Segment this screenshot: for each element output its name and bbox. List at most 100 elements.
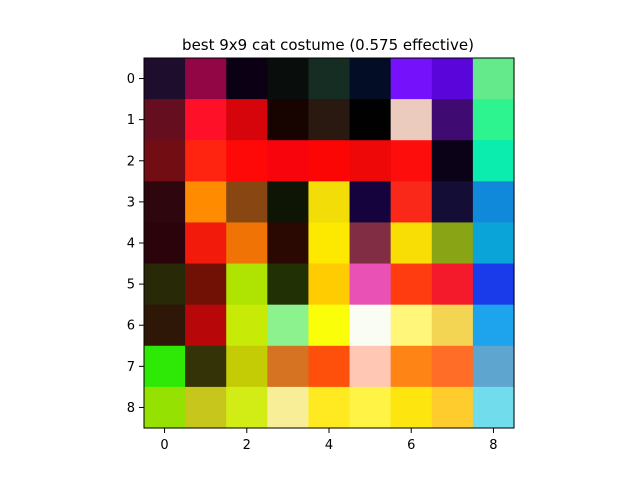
heatmap-cell-8-8: [472, 386, 515, 429]
y-tick-label-7: 7: [127, 360, 135, 375]
heatmap-cell-3-5: [349, 181, 392, 224]
heatmap-cell-6-1: [185, 304, 227, 347]
heatmap-cell-6-0: [144, 304, 186, 347]
heatmap-cell-4-2: [226, 222, 268, 265]
y-tick-label-5: 5: [127, 278, 135, 293]
heatmap-cell-5-8: [472, 263, 515, 306]
heatmap-cell-8-1: [185, 386, 227, 429]
heatmap-cell-3-7: [431, 181, 474, 224]
heatmap-cell-3-2: [226, 181, 268, 224]
heatmap-cell-0-2: [226, 58, 268, 100]
chart-title: best 9x9 cat costume (0.575 effective): [182, 36, 474, 54]
x-tick-label-8: 8: [489, 438, 497, 453]
heatmap-cell-4-3: [267, 222, 310, 265]
heatmap-cell-0-1: [185, 58, 227, 100]
x-axis: 0 2 4 6 8: [160, 428, 498, 453]
heatmap-cell-2-6: [390, 140, 433, 182]
heatmap-cell-1-4: [308, 99, 351, 141]
heatmap-cell-7-7: [431, 345, 474, 388]
heatmap-cell-0-7: [431, 58, 474, 100]
heatmap-cell-5-3: [267, 263, 310, 306]
heatmap-cell-1-5: [349, 99, 392, 141]
y-axis: 0 1 2 3 4 5 6 7 8: [127, 72, 144, 416]
heatmap-cell-5-1: [185, 263, 227, 306]
heatmap-cell-2-4: [308, 140, 351, 182]
heatmap-cell-1-6: [390, 99, 433, 141]
heatmap-cell-0-4: [308, 58, 351, 100]
heatmap-cell-7-2: [226, 345, 268, 388]
heatmap-cell-4-7: [431, 222, 474, 265]
heatmap-cell-7-1: [185, 345, 227, 388]
heatmap-cell-8-3: [267, 386, 310, 429]
heatmap-cell-3-0: [144, 181, 186, 224]
heatmap-cell-4-5: [349, 222, 392, 265]
heatmap-cell-2-3: [267, 140, 310, 182]
x-tick-label-2: 2: [243, 438, 251, 453]
heatmap-cell-7-6: [390, 345, 433, 388]
heatmap-cell-4-4: [308, 222, 351, 265]
heatmap-cell-1-7: [431, 99, 474, 141]
heatmap-cell-2-1: [185, 140, 227, 182]
heatmap-cell-6-6: [390, 304, 433, 347]
heatmap-cell-7-4: [308, 345, 351, 388]
heatmap-cell-4-8: [472, 222, 515, 265]
y-tick-label-3: 3: [127, 195, 135, 210]
heatmap-cell-3-6: [390, 181, 433, 224]
y-tick-label-2: 2: [127, 154, 135, 169]
heatmap-cell-8-0: [144, 386, 186, 429]
heatmap-cell-2-0: [144, 140, 186, 182]
y-tick-label-6: 6: [127, 319, 135, 334]
heatmap-cell-4-1: [185, 222, 227, 265]
x-tick-label-6: 6: [407, 438, 415, 453]
x-tick-label-4: 4: [325, 438, 333, 453]
heatmap-cell-6-4: [308, 304, 351, 347]
heatmap-cell-7-5: [349, 345, 392, 388]
heatmap-cell-5-0: [144, 263, 186, 306]
heatmap-cell-7-8: [472, 345, 515, 388]
heatmap-cell-0-0: [144, 58, 186, 100]
heatmap-cell-7-0: [144, 345, 186, 388]
heatmap-cell-1-0: [144, 99, 186, 141]
heatmap-cell-8-5: [349, 386, 392, 429]
heatmap-cell-0-3: [267, 58, 310, 100]
heatmap-cell-8-7: [431, 386, 474, 429]
heatmap-cell-5-2: [226, 263, 268, 306]
y-tick-label-0: 0: [127, 72, 135, 87]
heatmap-cell-0-5: [349, 58, 392, 100]
heatmap-cell-5-6: [390, 263, 433, 306]
heatmap-cell-1-1: [185, 99, 227, 141]
heatmap-cell-6-8: [472, 304, 515, 347]
heatmap-cell-2-8: [472, 140, 515, 182]
heatmap-cell-1-8: [472, 99, 515, 141]
heatmap-cell-2-5: [349, 140, 392, 182]
heatmap-cell-8-6: [390, 386, 433, 429]
y-tick-label-4: 4: [127, 237, 135, 252]
heatmap-cell-5-7: [431, 263, 474, 306]
heatmap-cell-0-6: [390, 58, 433, 100]
heatmap-cell-2-2: [226, 140, 268, 182]
heatmap-cell-6-3: [267, 304, 310, 347]
heatmap-cell-6-2: [226, 304, 268, 347]
heatmap-cell-5-5: [349, 263, 392, 306]
heatmap-cell-6-7: [431, 304, 474, 347]
heatmap-cell-6-5: [349, 304, 392, 347]
y-tick-label-8: 8: [127, 401, 135, 416]
heatmap-cell-5-4: [308, 263, 351, 306]
heatmap-cell-8-4: [308, 386, 351, 429]
heatmap-cell-3-8: [472, 181, 515, 224]
heatmap-cell-3-1: [185, 181, 227, 224]
heatmap-cell-8-2: [226, 386, 268, 429]
heatmap-cells: [144, 58, 515, 429]
heatmap-cell-1-3: [267, 99, 310, 141]
y-tick-label-1: 1: [127, 113, 135, 128]
heatmap-cell-7-3: [267, 345, 310, 388]
heatmap-cell-1-2: [226, 99, 268, 141]
heatmap-cell-3-4: [308, 181, 351, 224]
heatmap-cell-4-0: [144, 222, 186, 265]
heatmap-cell-3-3: [267, 181, 310, 224]
heatmap-cell-4-6: [390, 222, 433, 265]
x-tick-label-0: 0: [160, 438, 168, 453]
heatmap-cell-2-7: [431, 140, 474, 182]
heatmap-cell-0-8: [472, 58, 515, 100]
